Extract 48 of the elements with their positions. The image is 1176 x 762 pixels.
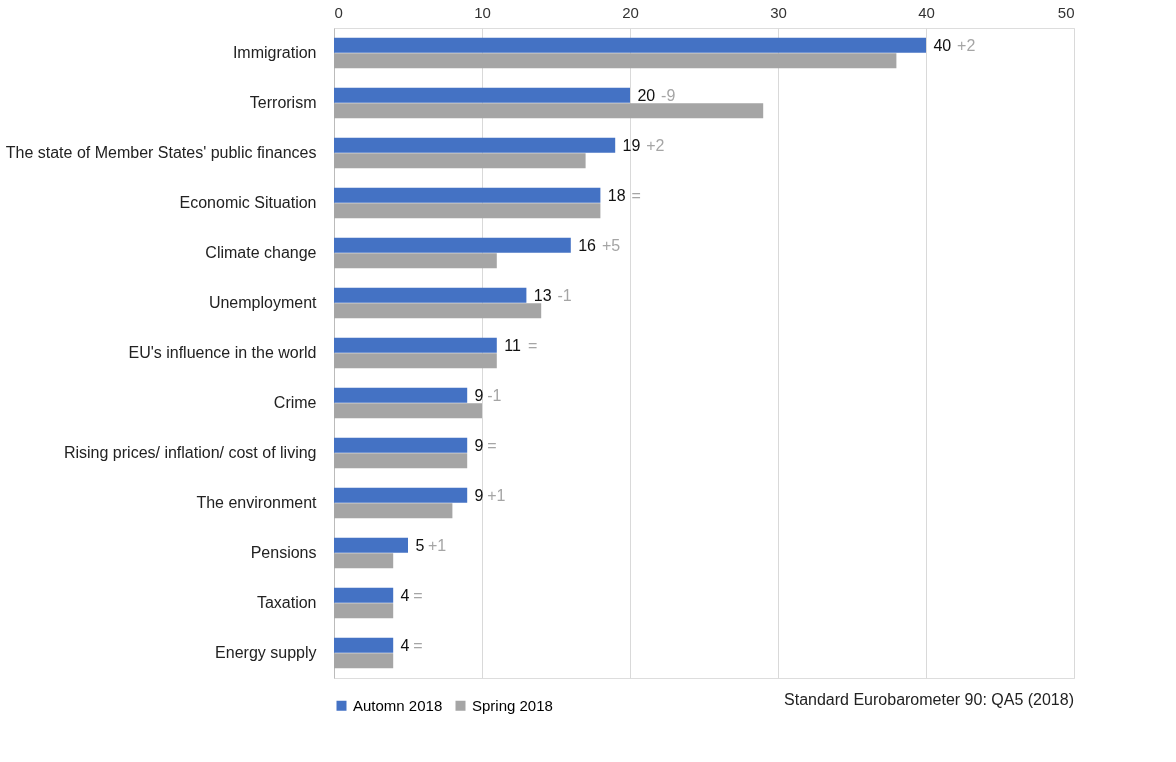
x-tick-label: 10 — [474, 3, 491, 21]
data-label: 5 — [415, 537, 425, 554]
legend-label: Automn 2018 — [353, 696, 443, 714]
annotation: = — [527, 337, 538, 354]
x-tick-label: 50 — [1057, 3, 1075, 21]
y-tick-label: Terrorism — [249, 94, 317, 111]
y-tick-label: Pensions — [250, 544, 317, 561]
annotation: +2 — [957, 37, 976, 54]
annotation: -9 — [661, 87, 676, 104]
y-tick-label: Rising prices/ inflation/ cost of living — [63, 444, 317, 461]
y-tick-label: Economic Situation — [179, 194, 317, 211]
annotation: = — [413, 587, 423, 604]
data-label: 16 — [578, 237, 597, 254]
y-tick-label: The environment — [196, 494, 318, 511]
x-tick-label: 40 — [918, 3, 935, 21]
data-label: 4 — [400, 637, 410, 654]
annotation: = — [487, 437, 497, 454]
annotation: = — [631, 187, 641, 204]
y-tick-label: Energy supply — [215, 644, 317, 661]
annotation: -1 — [487, 387, 502, 404]
y-tick-label: Taxation — [256, 594, 317, 611]
data-label: 4 — [400, 587, 410, 604]
annotation: -1 — [557, 287, 572, 304]
data-label: 9 — [474, 387, 484, 404]
data-label: 40 — [933, 37, 952, 54]
data-label: 9 — [474, 437, 484, 454]
data-label: 18 — [607, 187, 626, 204]
y-tick-label: Crime — [273, 394, 317, 411]
data-label: 20 — [637, 87, 656, 104]
x-tick-label: 20 — [622, 3, 639, 21]
annotation: +5 — [601, 237, 621, 254]
y-tick-label: Climate change — [205, 244, 317, 261]
y-tick-label: Immigration — [232, 44, 317, 61]
data-label: 9 — [474, 487, 484, 504]
y-tick-label: EU's influence in the world — [128, 344, 317, 361]
annotation: +1 — [487, 487, 506, 504]
x-tick-label: 0 — [334, 3, 343, 21]
text: Standard Eurobarometer 90: QA5 (2018) — [784, 691, 1074, 708]
data-label: 19 — [622, 137, 641, 154]
annotation: +1 — [427, 537, 447, 554]
annotation: +2 — [646, 137, 665, 154]
data-label: 11 — [504, 337, 521, 354]
data-label: 13 — [533, 287, 552, 304]
x-tick-label: 30 — [770, 3, 787, 21]
annotation: = — [413, 637, 423, 654]
y-tick-label: Unemployment — [208, 294, 318, 311]
legend-label: Spring 2018 — [472, 696, 553, 714]
y-tick-label: The state of Member States' public finances — [5, 144, 317, 161]
